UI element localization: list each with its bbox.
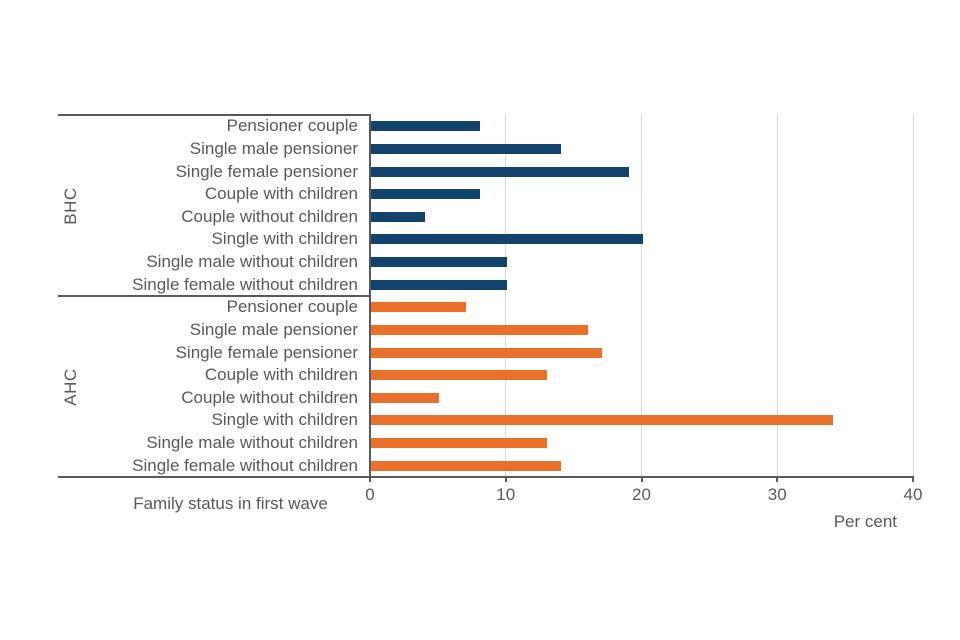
gridline <box>505 115 507 477</box>
bar-bhc <box>371 257 507 268</box>
category-label: Single male pensioner <box>189 319 358 339</box>
x-tick-label: 30 <box>767 485 787 504</box>
category-label: Couple with children <box>204 184 358 204</box>
category-label: Single male pensioner <box>189 138 358 158</box>
category-label: Pensioner couple <box>226 297 358 317</box>
bar-bhc <box>371 279 507 290</box>
gridline <box>776 115 778 477</box>
category-label: Single female pensioner <box>175 342 358 362</box>
category-label: Single female pensioner <box>175 161 358 181</box>
bar-bhc <box>371 189 480 200</box>
x-tick-label: 0 <box>365 485 375 504</box>
bar-ahc <box>371 302 467 313</box>
axis-tick <box>912 477 914 482</box>
category-label: Couple with children <box>204 365 358 385</box>
axis-tick <box>504 477 507 482</box>
category-label: Single male without children <box>146 433 358 453</box>
bar-ahc <box>371 460 562 471</box>
x-axis-line <box>58 476 914 478</box>
label-box-top-border <box>58 114 370 116</box>
y-axis-title: Family status in first wave <box>133 494 328 513</box>
x-tick-label: 10 <box>496 485 516 504</box>
axis-tick <box>369 477 371 482</box>
axis-tick <box>640 477 643 482</box>
bar-ahc <box>371 370 548 381</box>
gridline <box>641 115 642 477</box>
bar-bhc <box>371 234 643 245</box>
category-label: Pensioner couple <box>226 116 358 136</box>
x-axis-unit-label: Per cent <box>833 512 897 531</box>
bar-bhc <box>371 211 426 222</box>
bar-ahc <box>371 438 548 449</box>
category-label: Couple without children <box>181 206 358 226</box>
bar-bhc <box>371 121 480 132</box>
bar-ahc <box>371 347 602 358</box>
x-tick-label: 20 <box>632 485 651 504</box>
group-label-ahc: AHC <box>61 367 80 406</box>
gridline <box>912 115 914 477</box>
bar-ahc <box>371 324 589 335</box>
category-label: Single female without children <box>132 274 358 294</box>
bar-bhc <box>371 166 629 177</box>
bar-ahc <box>371 415 833 426</box>
bar-bhc <box>371 143 562 154</box>
category-label: Single female without children <box>132 455 358 475</box>
category-label: Single male without children <box>146 252 358 272</box>
category-label: Single with children <box>211 229 358 249</box>
y-axis-line <box>369 114 371 478</box>
category-label: Couple without children <box>181 387 358 407</box>
group-separator-line <box>58 295 370 297</box>
bar-ahc <box>371 392 439 403</box>
category-label: Single with children <box>211 410 358 430</box>
group-label-bhc: BHC <box>61 186 80 225</box>
x-tick-label: 40 <box>903 485 923 504</box>
axis-tick <box>776 477 779 482</box>
